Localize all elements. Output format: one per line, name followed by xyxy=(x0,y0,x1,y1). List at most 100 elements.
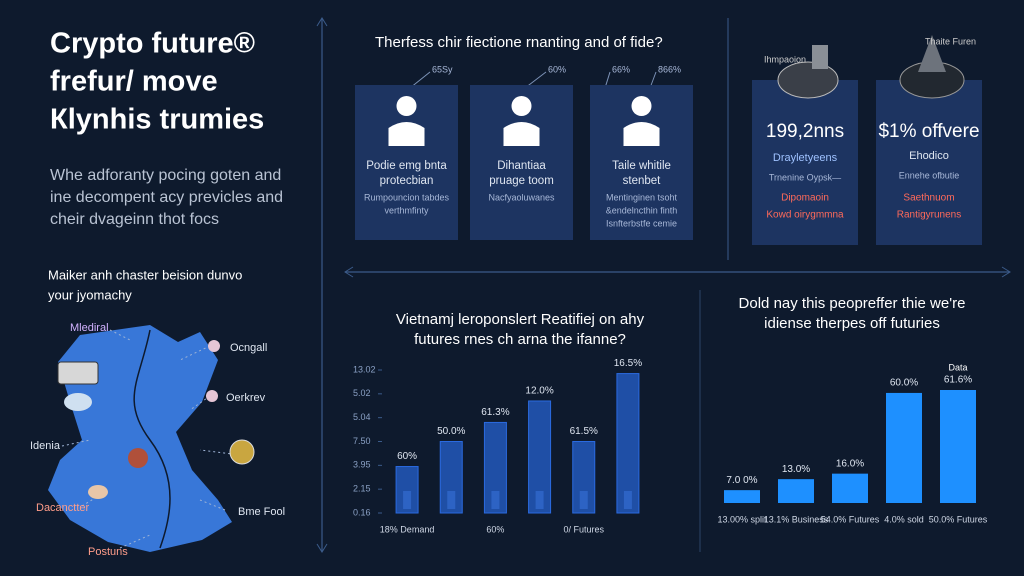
bar-inner xyxy=(491,491,500,509)
stat-card xyxy=(876,80,982,245)
x-tick-label: 0/ Futures xyxy=(563,524,604,534)
data-label: 61.3% xyxy=(481,407,509,418)
card-title: pruage toom xyxy=(489,175,554,187)
stat-subtitle: Ehodico xyxy=(909,150,949,162)
icon xyxy=(229,439,255,465)
x-tick-label: 13.00% split xyxy=(717,514,767,524)
title: Crypto future® xyxy=(50,28,255,60)
icon xyxy=(206,390,218,402)
badge: 60% xyxy=(548,64,566,74)
arrow xyxy=(316,17,328,553)
bar xyxy=(724,490,760,503)
icon xyxy=(812,45,828,69)
bar xyxy=(778,479,814,503)
map-heading: Maiker anh chaster beision dunvo xyxy=(48,267,242,282)
card-title: Taile whitile xyxy=(612,160,671,172)
bar-inner xyxy=(579,491,588,509)
y-tick-label: 5.02 xyxy=(353,388,371,398)
section-heading: Therfess chir fiectione rnanting and of … xyxy=(375,34,663,51)
chart-title: futures rnes ch arna the ifanne? xyxy=(414,331,626,348)
data-label: 60% xyxy=(397,451,417,462)
bar xyxy=(439,441,463,514)
badge: 866% xyxy=(658,64,681,74)
chart-title: Dold nay this peopreffer thie we're xyxy=(739,295,966,312)
icon xyxy=(57,361,99,385)
bar xyxy=(886,392,922,503)
card-title: Dihantiaa xyxy=(497,160,546,172)
stat-card xyxy=(752,80,858,245)
card-title: stenbet xyxy=(623,175,662,187)
y-tick-label: 2.15 xyxy=(353,484,371,494)
map-label: Ocngall xyxy=(230,342,267,354)
icon-body xyxy=(623,122,660,146)
icon-body xyxy=(388,122,425,146)
stat-value: $1% offvere xyxy=(878,121,979,142)
icon xyxy=(128,448,148,468)
description: ine decompent acy previcles and xyxy=(50,189,283,206)
y-tick-label: 7.50 xyxy=(353,436,371,446)
bar xyxy=(832,473,868,503)
stat-value: 199,2nns xyxy=(766,121,844,142)
icon xyxy=(918,35,946,72)
y-tick-label: 13.02 xyxy=(353,364,376,374)
stat-accent: Kowd oirygmmna xyxy=(766,210,844,221)
x-tick-label: 54.0% Futures xyxy=(821,514,880,524)
stat-note: Ennehe ofbutie xyxy=(899,170,960,180)
card-body: &endelncthin finth xyxy=(606,205,678,215)
bar xyxy=(940,390,976,503)
data-label: 16.0% xyxy=(836,458,864,469)
badge: 66% xyxy=(612,64,630,74)
stat-note: Trnenine Oypsk— xyxy=(769,172,841,182)
icon xyxy=(88,485,108,499)
stat-caption: Ihmpaoion xyxy=(764,54,806,64)
bar-inner xyxy=(447,491,456,509)
x-tick-label: 4.0% sold xyxy=(884,514,924,524)
bar xyxy=(528,400,552,514)
description: cheir dvageinn thot focs xyxy=(50,211,219,228)
icon-head xyxy=(511,96,532,116)
data-label: 13.0% xyxy=(782,464,810,475)
x-tick-label: 60% xyxy=(486,524,504,534)
card-body: Isnfterbstfe cemie xyxy=(606,218,677,228)
title: Кlynhis trumies xyxy=(50,104,264,136)
map-label: Idenia xyxy=(30,440,61,452)
y-tick-label: 5.04 xyxy=(353,412,371,422)
description: Whe adforanty pocing goten and xyxy=(50,167,281,184)
data-label: 61.5% xyxy=(570,426,598,437)
x-tick-label: 50.0% Futures xyxy=(929,514,988,524)
map-label: Bme Fool xyxy=(238,506,285,518)
bar xyxy=(395,466,419,514)
title: frefur/ move xyxy=(50,66,218,98)
map-border xyxy=(133,329,171,549)
icon xyxy=(777,61,839,99)
map-label: Postuns xyxy=(88,546,128,558)
data-label: 50.0% xyxy=(437,426,465,437)
stat-caption: Thaite Furen xyxy=(925,36,976,46)
bar xyxy=(483,421,507,514)
icon-head xyxy=(631,96,652,116)
map-label: Dacanctter xyxy=(36,502,90,514)
card-body: Rumpouncion tabdes xyxy=(364,192,450,202)
stat-accent: Rantigyrunens xyxy=(897,210,961,221)
map-label: Oerkrev xyxy=(226,392,266,404)
bar-inner xyxy=(623,491,632,509)
y-tick-label: 0.16 xyxy=(353,507,371,517)
chart-title: idiense therpes off futuries xyxy=(764,315,940,332)
card-title: protecbian xyxy=(380,175,434,187)
badge: 65Sy xyxy=(432,64,453,74)
card-title: Podie emg bnta xyxy=(366,160,447,172)
map-heading: your jyomachy xyxy=(48,287,132,302)
card-body: verthmfinty xyxy=(384,205,429,215)
data-label: 61.6% xyxy=(944,375,972,386)
card-body: Mentinginen tsoht xyxy=(606,192,678,202)
icon-body xyxy=(503,122,540,146)
y-tick-label: 3.95 xyxy=(353,460,371,470)
data-label: 16.5% xyxy=(614,358,642,369)
data-label: 60.0% xyxy=(890,378,918,389)
x-tick-label: 13.1% Business xyxy=(764,514,829,524)
map-label: Mlediral xyxy=(70,322,109,334)
data-label: 7.0 0% xyxy=(726,475,757,486)
icon xyxy=(208,340,220,352)
bar xyxy=(572,441,596,514)
